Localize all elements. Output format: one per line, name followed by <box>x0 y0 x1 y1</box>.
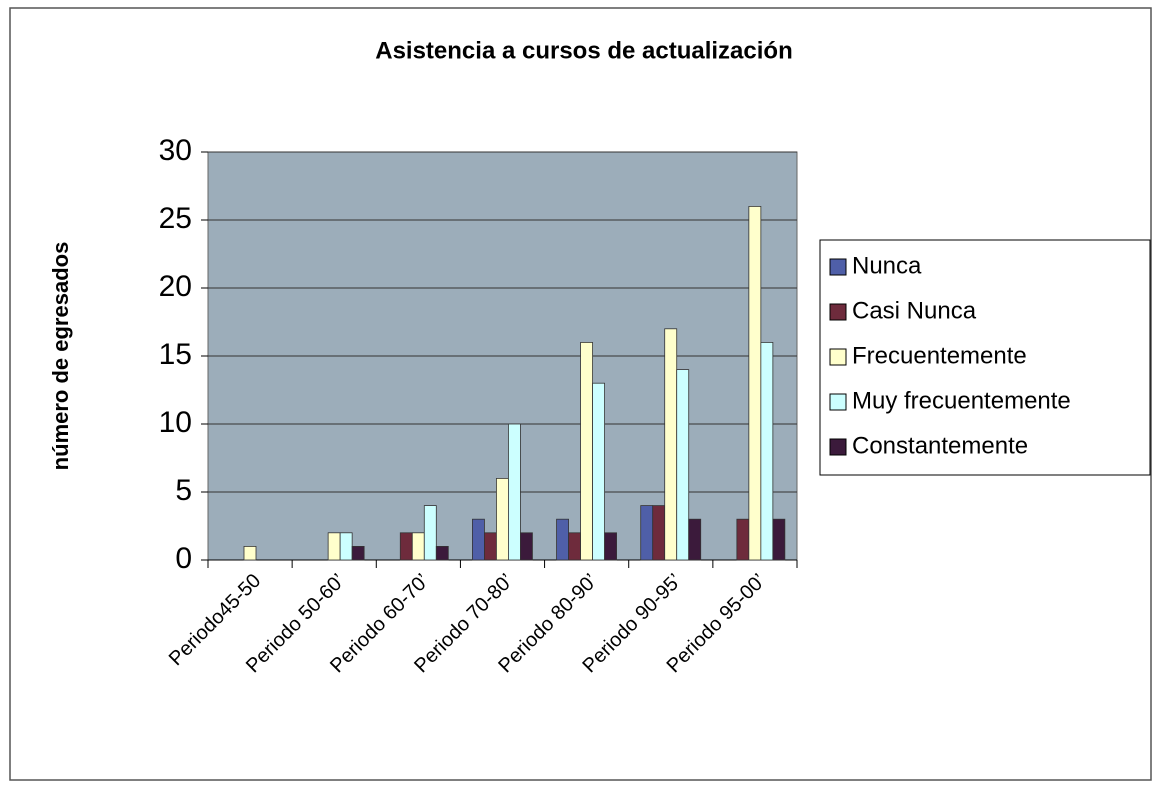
y-tick-label: 10 <box>159 406 192 439</box>
bar <box>676 369 690 561</box>
y-axis-label: número de egresados <box>48 242 73 471</box>
bar <box>520 532 533 561</box>
legend-swatch <box>829 303 847 321</box>
bar <box>435 546 449 561</box>
y-tick-label: 15 <box>159 338 192 371</box>
bar <box>508 423 521 561</box>
legend-label: Constantemente <box>852 432 1028 459</box>
bar <box>760 341 774 561</box>
bar <box>423 505 437 561</box>
bar <box>736 518 750 561</box>
legend-label: Frecuentemente <box>852 342 1027 369</box>
bar <box>496 477 509 561</box>
chart-title: Asistencia a cursos de actualización <box>375 37 793 64</box>
bar <box>592 382 605 561</box>
bar <box>411 532 425 561</box>
bar <box>339 532 353 561</box>
legend-label: Casi Nunca <box>852 297 977 324</box>
bar <box>556 518 569 561</box>
legend-swatch <box>829 258 847 276</box>
legend-box <box>819 239 1151 476</box>
bar <box>472 518 485 561</box>
bar <box>243 546 257 561</box>
y-tick-label: 30 <box>159 134 192 167</box>
bar <box>772 518 786 561</box>
legend-label: Nunca <box>852 252 922 279</box>
bar <box>351 546 365 561</box>
bar <box>604 532 617 561</box>
bar <box>748 205 762 561</box>
legend-label: Muy frecuentemente <box>852 387 1071 414</box>
bar <box>652 505 666 561</box>
y-tick-label: 0 <box>175 542 192 575</box>
bar <box>640 505 654 561</box>
bar <box>688 518 702 561</box>
bar <box>399 532 413 561</box>
legend-swatch <box>829 348 847 366</box>
bar <box>484 532 497 561</box>
bar <box>327 532 341 561</box>
y-tick-label: 5 <box>175 474 192 507</box>
y-tick-label: 25 <box>159 202 192 235</box>
y-tick-label: 20 <box>159 270 192 303</box>
legend-swatch <box>829 438 847 456</box>
bar <box>568 532 581 561</box>
bar <box>580 341 593 561</box>
bar <box>664 328 678 561</box>
legend-swatch <box>829 393 847 411</box>
